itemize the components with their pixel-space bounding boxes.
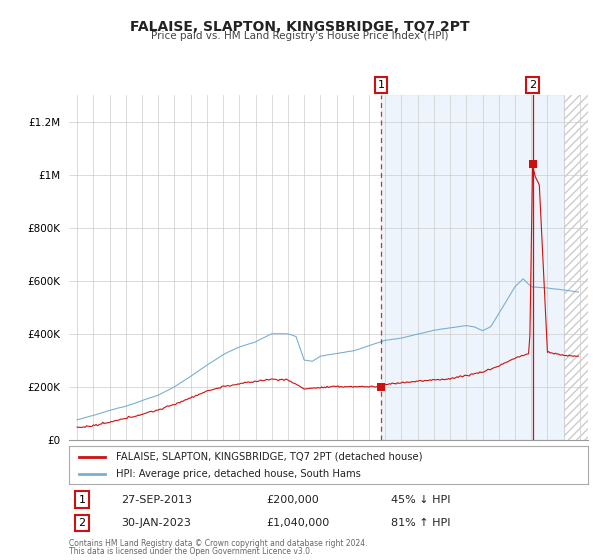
Text: 2: 2 xyxy=(79,518,86,528)
Bar xyxy=(381,95,563,440)
Text: 1: 1 xyxy=(378,80,385,90)
Text: 45% ↓ HPI: 45% ↓ HPI xyxy=(391,494,450,505)
Text: 2: 2 xyxy=(529,80,536,90)
Bar xyxy=(563,95,588,440)
Text: This data is licensed under the Open Government Licence v3.0.: This data is licensed under the Open Gov… xyxy=(69,547,313,556)
Text: £1,040,000: £1,040,000 xyxy=(266,518,329,528)
Text: HPI: Average price, detached house, South Hams: HPI: Average price, detached house, Sout… xyxy=(116,469,361,479)
Text: 1: 1 xyxy=(79,494,85,505)
Text: Contains HM Land Registry data © Crown copyright and database right 2024.: Contains HM Land Registry data © Crown c… xyxy=(69,539,367,548)
Bar xyxy=(563,95,588,440)
Text: FALAISE, SLAPTON, KINGSBRIDGE, TQ7 2PT: FALAISE, SLAPTON, KINGSBRIDGE, TQ7 2PT xyxy=(130,20,470,34)
Text: Price paid vs. HM Land Registry's House Price Index (HPI): Price paid vs. HM Land Registry's House … xyxy=(151,31,449,41)
Text: £200,000: £200,000 xyxy=(266,494,319,505)
Text: 81% ↑ HPI: 81% ↑ HPI xyxy=(391,518,450,528)
Text: 30-JAN-2023: 30-JAN-2023 xyxy=(121,518,191,528)
Text: FALAISE, SLAPTON, KINGSBRIDGE, TQ7 2PT (detached house): FALAISE, SLAPTON, KINGSBRIDGE, TQ7 2PT (… xyxy=(116,452,422,462)
Text: 27-SEP-2013: 27-SEP-2013 xyxy=(121,494,192,505)
